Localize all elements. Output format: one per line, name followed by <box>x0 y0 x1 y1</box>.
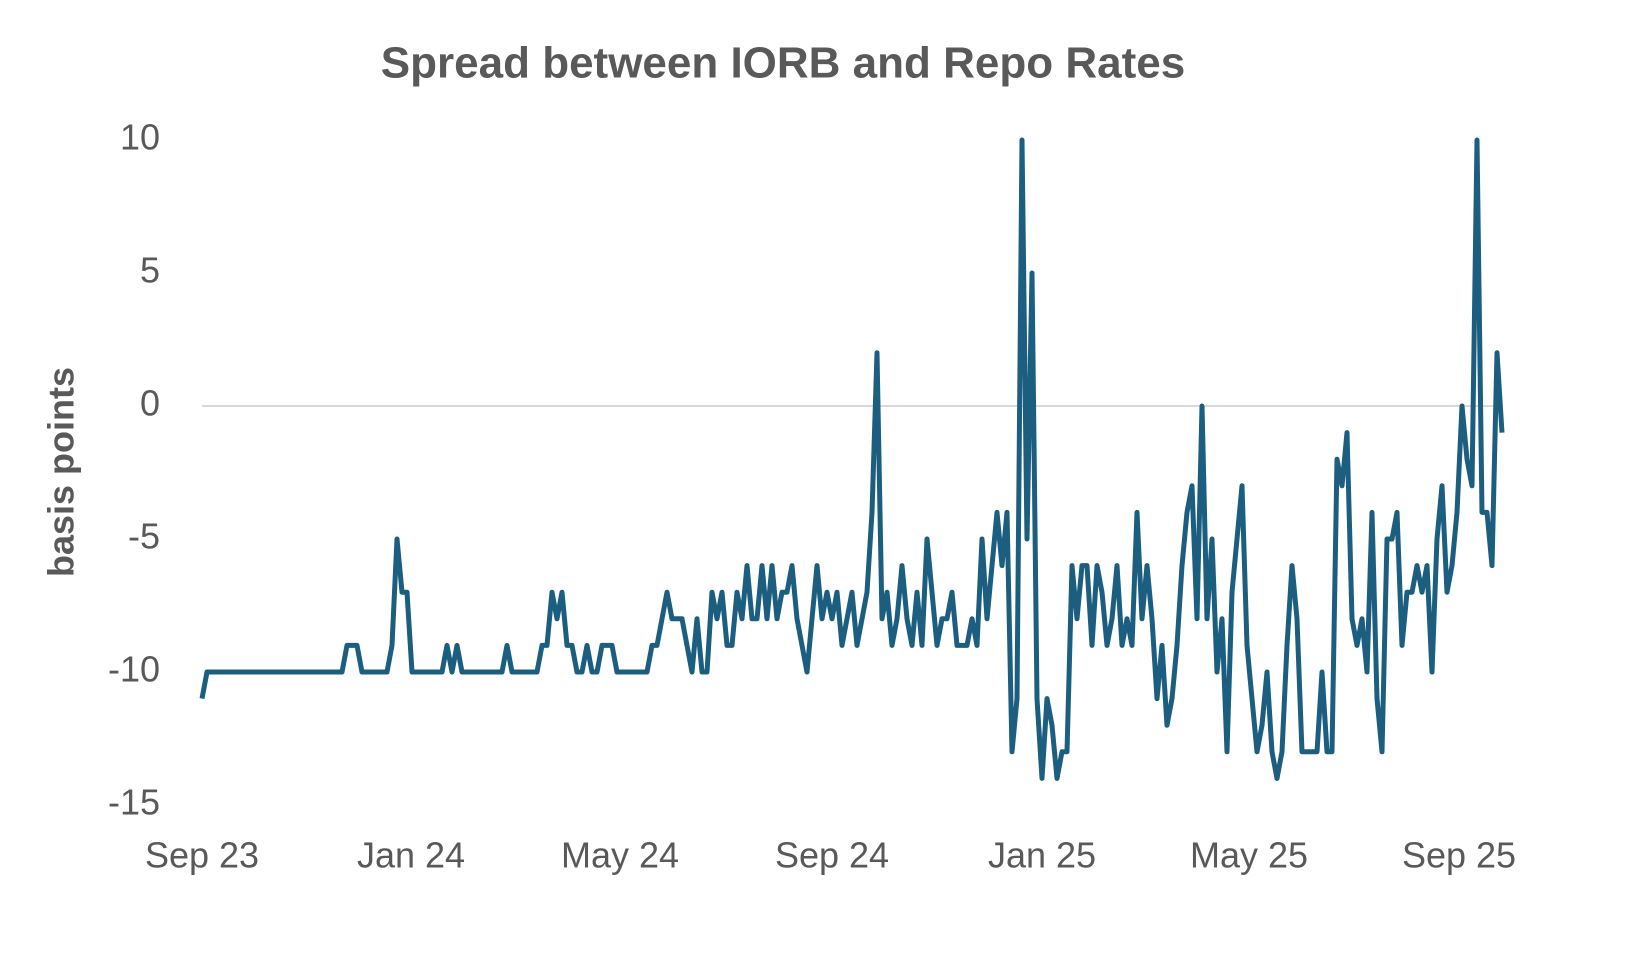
y-tick-label: 5 <box>140 250 160 291</box>
x-tick-label: Sep 24 <box>775 835 889 876</box>
y-axis-label: basis points <box>41 367 82 577</box>
x-tick-label: Jan 25 <box>988 835 1096 876</box>
x-tick-label: Sep 23 <box>145 835 259 876</box>
x-tick-label: May 25 <box>1190 835 1308 876</box>
x-tick-label: May 24 <box>561 835 679 876</box>
y-tick-label: -15 <box>108 782 160 823</box>
data-line <box>199 137 1505 781</box>
y-tick-label: -10 <box>108 649 160 690</box>
chart-title: Spread between IORB and Repo Rates <box>381 39 1185 88</box>
x-tick-label: Jan 24 <box>357 835 465 876</box>
x-tick-label: Sep 25 <box>1402 835 1516 876</box>
y-tick-label: -5 <box>128 516 160 557</box>
y-tick-label: 0 <box>140 383 160 424</box>
y-tick-label: 10 <box>120 117 160 158</box>
